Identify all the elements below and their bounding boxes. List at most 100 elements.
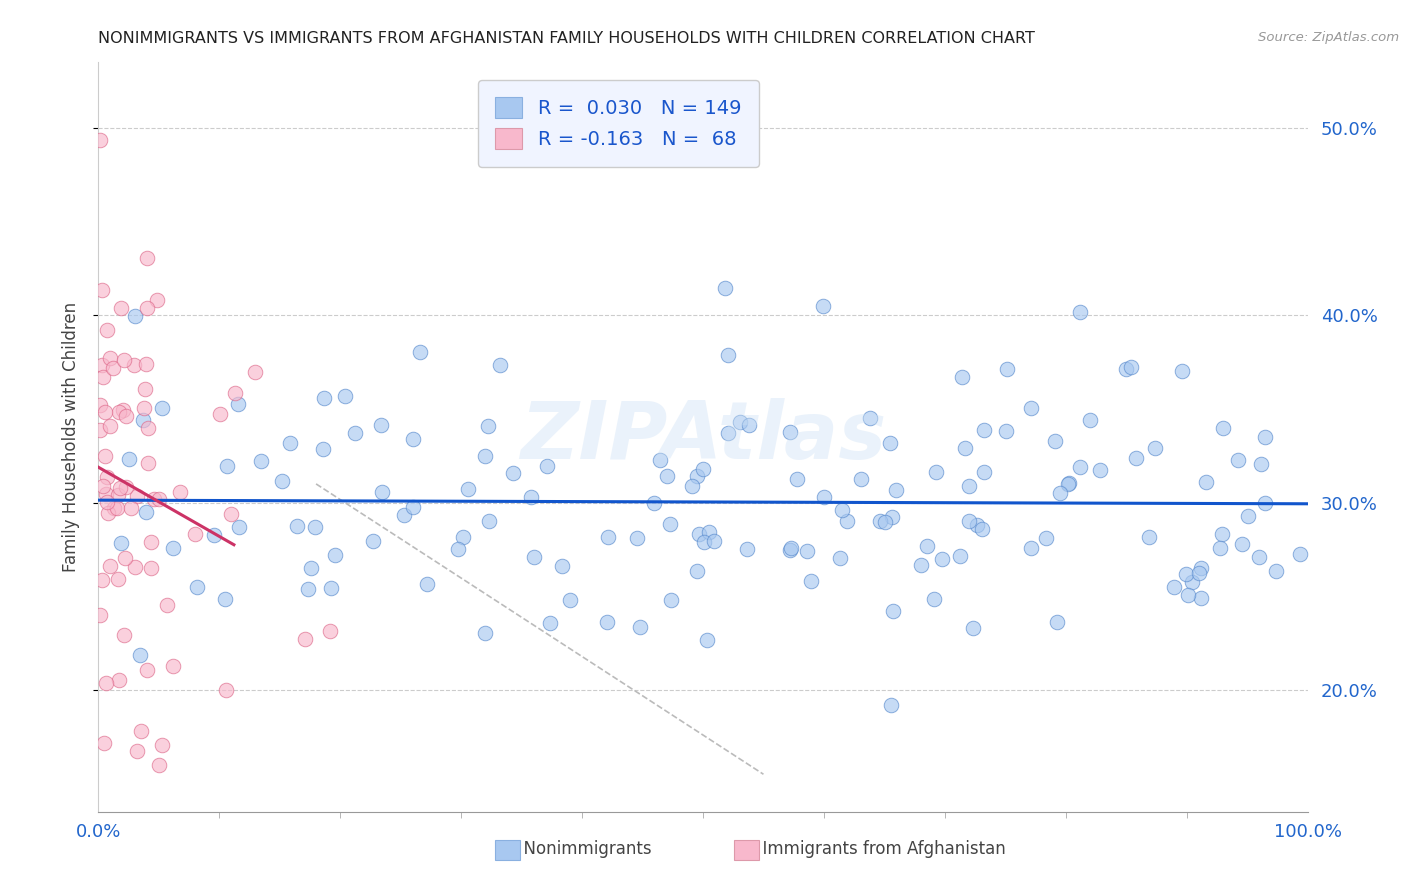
Point	[849, 472, 872, 486]
Point	[129, 723, 152, 738]
Point	[122, 359, 145, 373]
Point	[659, 592, 682, 607]
Point	[132, 401, 155, 416]
Point	[112, 353, 135, 368]
Point	[110, 301, 132, 316]
Point	[1254, 429, 1277, 443]
Point	[451, 530, 474, 544]
Point	[949, 549, 972, 563]
Point	[1177, 588, 1199, 602]
Point	[1250, 457, 1272, 471]
Point	[1230, 537, 1253, 551]
Point	[626, 531, 648, 545]
Point	[294, 632, 316, 647]
Point	[800, 574, 823, 588]
Point	[162, 541, 184, 555]
Point	[98, 558, 121, 573]
Point	[972, 522, 994, 536]
Point	[217, 458, 239, 473]
Point	[688, 527, 710, 541]
Point	[780, 541, 803, 556]
Point	[150, 401, 173, 416]
Point	[142, 492, 165, 507]
Point	[1115, 362, 1137, 376]
Point	[371, 485, 394, 500]
Point	[1212, 421, 1234, 435]
Point	[136, 664, 159, 678]
Point	[474, 449, 496, 463]
Point	[299, 561, 322, 575]
Point	[1236, 509, 1258, 524]
Point	[169, 485, 191, 500]
Point	[831, 502, 853, 516]
Point	[156, 598, 179, 612]
Point	[1264, 564, 1286, 578]
Point	[917, 539, 939, 553]
Point	[141, 561, 163, 575]
Point	[596, 530, 619, 544]
Point	[148, 491, 170, 506]
Point	[409, 344, 432, 359]
Point	[738, 417, 761, 432]
Point	[325, 548, 347, 562]
Y-axis label: Family Households with Children: Family Households with Children	[62, 302, 80, 572]
Point	[1049, 486, 1071, 500]
Point	[520, 490, 543, 504]
Point	[696, 633, 718, 648]
Point	[89, 423, 111, 437]
Point	[779, 425, 801, 440]
Point	[108, 481, 131, 495]
Point	[125, 744, 148, 758]
Point	[94, 405, 117, 419]
Point	[1119, 359, 1142, 374]
Point	[186, 580, 208, 594]
Point	[96, 470, 118, 484]
Text: Immigrants from Afghanistan: Immigrants from Afghanistan	[752, 840, 1005, 858]
Point	[717, 348, 740, 362]
Point	[127, 489, 149, 503]
Point	[962, 621, 984, 635]
Point	[94, 487, 117, 501]
Point	[869, 514, 891, 528]
Point	[931, 552, 953, 566]
Point	[115, 480, 138, 494]
Point	[90, 573, 112, 587]
Point	[523, 549, 546, 564]
Point	[319, 624, 342, 638]
Point	[502, 467, 524, 481]
Point	[112, 403, 135, 417]
Point	[402, 500, 425, 515]
Point	[134, 382, 156, 396]
Point	[1289, 547, 1312, 561]
Point	[112, 628, 135, 642]
Point	[685, 468, 707, 483]
Point	[447, 541, 470, 556]
Text: NONIMMIGRANTS VS IMMIGRANTS FROM AFGHANISTAN FAMILY HOUSEHOLDS WITH CHILDREN COR: NONIMMIGRANTS VS IMMIGRANTS FROM AFGHANI…	[98, 31, 1035, 46]
Point	[89, 398, 111, 412]
Point	[1035, 531, 1057, 545]
Point	[796, 544, 818, 558]
Point	[478, 514, 501, 528]
Point	[474, 625, 496, 640]
Point	[96, 676, 118, 690]
Point	[135, 505, 157, 519]
Point	[457, 482, 479, 496]
Point	[973, 423, 995, 437]
Point	[228, 520, 250, 534]
Point	[162, 658, 184, 673]
Point	[1139, 530, 1161, 544]
Point	[115, 409, 138, 423]
Point	[250, 454, 273, 468]
Point	[1171, 364, 1194, 378]
Legend: R =  0.030   N = 149, R = -0.163   N =  68: R = 0.030 N = 149, R = -0.163 N = 68	[478, 79, 759, 167]
Point	[312, 442, 335, 456]
Point	[1208, 541, 1230, 555]
Point	[1069, 304, 1091, 318]
Point	[813, 490, 835, 504]
Point	[135, 301, 157, 316]
Point	[214, 591, 236, 606]
Point	[108, 673, 131, 688]
Point	[344, 426, 367, 441]
Point	[692, 535, 714, 549]
Point	[1056, 476, 1078, 491]
